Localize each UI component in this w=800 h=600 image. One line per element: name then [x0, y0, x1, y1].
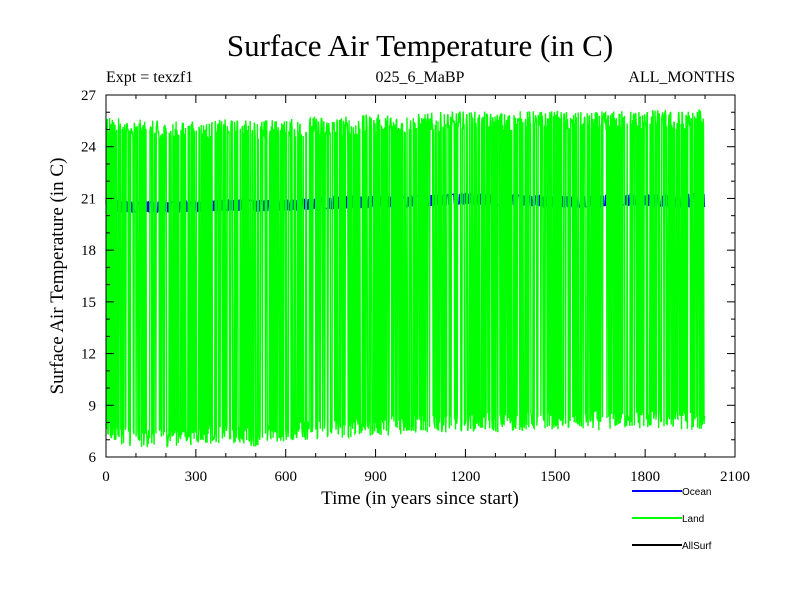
chart-title: Surface Air Temperature (in C): [227, 28, 613, 63]
legend-label-land: Land: [682, 514, 704, 525]
x-tick-label: 600: [274, 469, 297, 485]
x-axis-label: Time (in years since start): [321, 488, 519, 509]
x-tick-label: 300: [185, 469, 208, 485]
y-tick-label: 18: [81, 243, 96, 259]
x-tick-label: 1500: [540, 469, 570, 485]
y-tick-label: 12: [81, 347, 96, 363]
x-tick-label: 2100: [720, 469, 750, 485]
y-tick-label: 9: [89, 398, 97, 414]
x-tick-label: 1800: [630, 469, 660, 485]
x-tick-label: 900: [364, 469, 387, 485]
y-tick-label: 24: [81, 140, 97, 156]
y-tick-label: 27: [81, 88, 97, 104]
chart-subtitle-months: ALL_MONTHS: [628, 69, 735, 86]
x-axis: 0 300 600 900 1200 1500 1800 2100: [102, 95, 750, 485]
x-tick-label: 0: [102, 469, 110, 485]
plot-series: [105, 108, 706, 449]
y-tick-label: 21: [81, 191, 96, 207]
legend: Ocean Land AllSurf: [632, 487, 712, 552]
y-tick-label: 6: [89, 450, 97, 466]
chart-subtitle-period: 025_6_MaBP: [376, 69, 465, 86]
y-axis-label: Surface Air Temperature (in C): [47, 158, 68, 395]
legend-label-allsurf: AllSurf: [682, 541, 712, 552]
y-axis: 6 9 12 15 18 21 24 27: [81, 88, 735, 466]
legend-label-ocean: Ocean: [682, 487, 711, 498]
plot-frame: [105, 94, 736, 458]
series-line-land: [105, 108, 706, 449]
chart-subtitle-expt: Expt = texzf1: [106, 69, 193, 86]
x-tick-label: 1200: [450, 469, 480, 485]
y-tick-label: 15: [81, 295, 96, 311]
